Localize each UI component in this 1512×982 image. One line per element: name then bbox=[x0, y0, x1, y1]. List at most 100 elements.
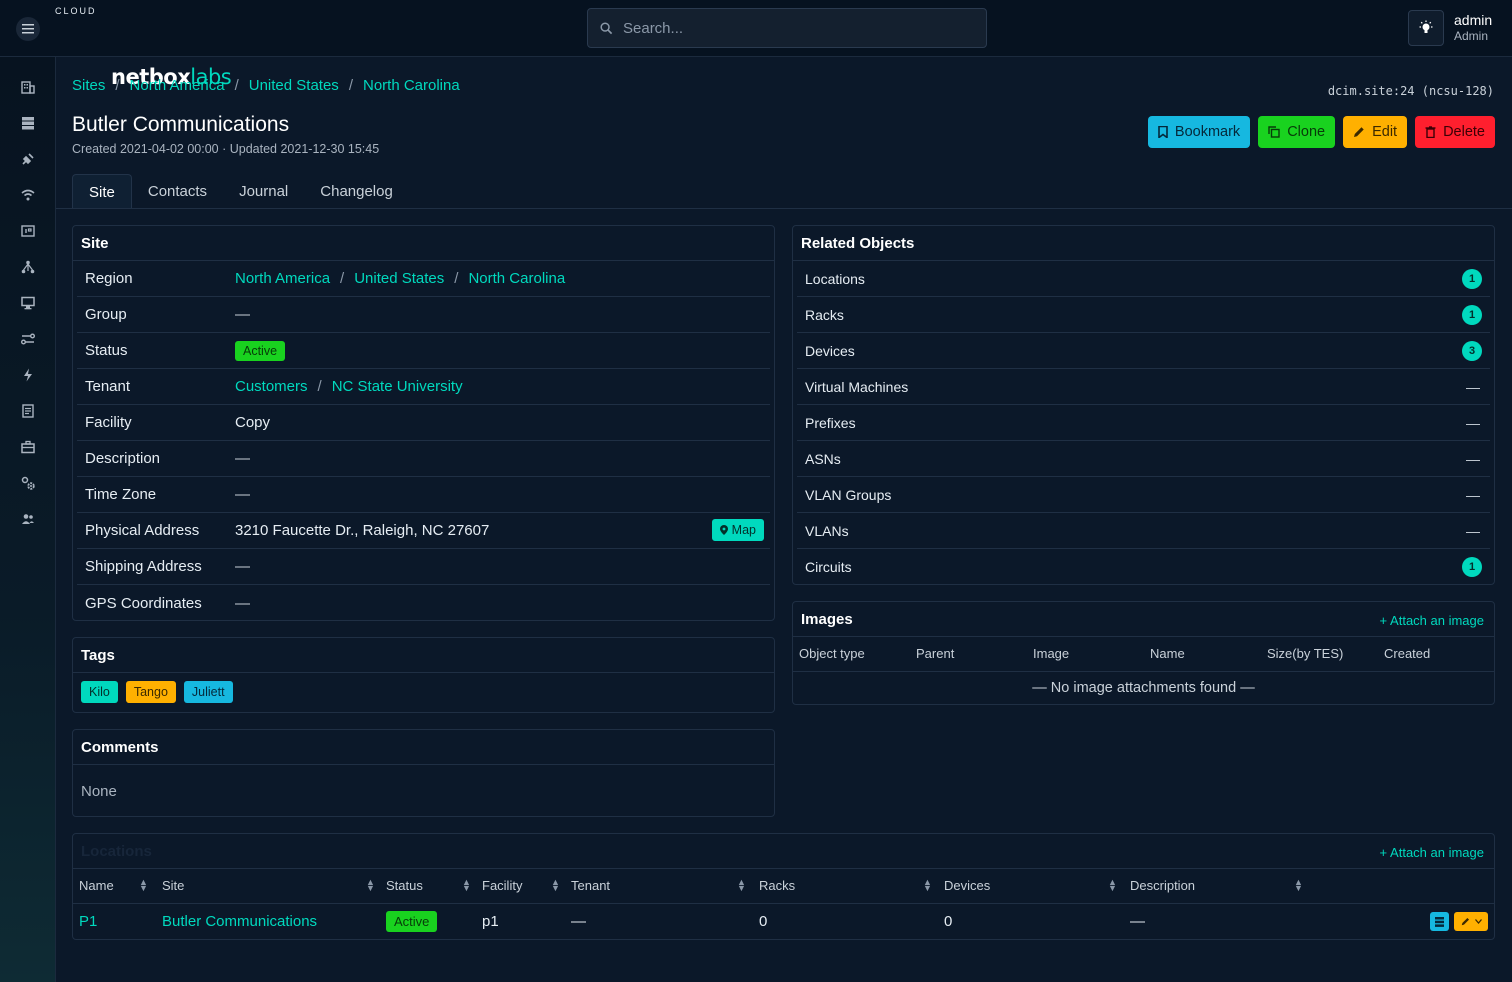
action-buttons: Bookmark Clone Edit Delete bbox=[1147, 116, 1495, 148]
comments-card: Comments None bbox=[72, 729, 775, 817]
breadcrumb-separator: / bbox=[234, 77, 239, 94]
clone-button[interactable]: Clone bbox=[1258, 116, 1336, 148]
briefcase-icon[interactable] bbox=[20, 439, 36, 455]
bookmark-button[interactable]: Bookmark bbox=[1147, 116, 1251, 148]
tag-juliett[interactable]: Juliett bbox=[183, 681, 233, 703]
location-name-link[interactable]: P1 bbox=[79, 913, 98, 931]
wifi-icon[interactable] bbox=[20, 187, 36, 203]
related-row-vlans[interactable]: VLANs — bbox=[797, 513, 1490, 549]
network-icon[interactable] bbox=[20, 259, 36, 275]
related-row-prefixes[interactable]: Prefixes — bbox=[797, 405, 1490, 441]
edit-dropdown-button[interactable] bbox=[1454, 912, 1488, 932]
related-row-virtual-machines[interactable]: Virtual Machines — bbox=[797, 369, 1490, 405]
count-badge: 1 bbox=[1462, 557, 1482, 577]
related-row-asns[interactable]: ASNs — bbox=[797, 441, 1490, 477]
col-racks[interactable]: Racks ▲ ▼ bbox=[753, 869, 938, 904]
count-empty: — bbox=[1466, 486, 1480, 503]
tenant-link[interactable]: NC State University bbox=[331, 378, 463, 395]
attach-image-link[interactable]: + Attach an image bbox=[1380, 613, 1484, 628]
tag-kilo[interactable]: Kilo bbox=[81, 681, 118, 703]
location-description: — bbox=[1130, 913, 1145, 931]
sort-icon: ▲ ▼ bbox=[366, 877, 375, 893]
user-menu[interactable]: admin Admin bbox=[1454, 12, 1492, 43]
plug-icon[interactable] bbox=[20, 151, 36, 167]
monitor-icon[interactable] bbox=[20, 295, 36, 311]
attr-label: GPS Coordinates bbox=[85, 594, 202, 612]
main-content: Sites / North America / United States / … bbox=[56, 57, 1512, 982]
tab-contacts[interactable]: Contacts bbox=[147, 183, 208, 200]
power-icon[interactable] bbox=[20, 367, 36, 383]
attr-label: Facility bbox=[85, 414, 132, 431]
breadcrumb-north-carolina[interactable]: North Carolina bbox=[362, 77, 460, 94]
col-tenant[interactable]: Tenant ▲ ▼ bbox=[565, 869, 753, 904]
location-site-link[interactable]: Butler Communications bbox=[162, 913, 318, 931]
sort-icon: ▲ ▼ bbox=[737, 877, 746, 893]
breadcrumb-united-states[interactable]: United States bbox=[248, 77, 339, 94]
col-status[interactable]: Status ▲ ▼ bbox=[380, 869, 476, 904]
circuit-icon[interactable] bbox=[20, 331, 36, 347]
related-row-vlan-groups[interactable]: VLAN Groups — bbox=[797, 477, 1490, 513]
attr-gps-coordinates: GPS Coordinates — bbox=[77, 585, 770, 621]
object-identifier: dcim.site:24 (ncsu-128) bbox=[1327, 84, 1494, 98]
building-icon[interactable] bbox=[20, 79, 36, 95]
tab-site[interactable]: Site bbox=[72, 174, 132, 209]
netbox-logo[interactable]: netboxlabs CLOUD bbox=[55, 6, 232, 89]
attr-shipping-address: Shipping Address — bbox=[77, 549, 770, 585]
count-badge: 1 bbox=[1462, 268, 1482, 289]
related-row-locations[interactable]: Locations 1 bbox=[797, 261, 1490, 297]
tab-divider bbox=[56, 208, 1512, 209]
images-empty-message: — No image attachments found — bbox=[1032, 680, 1255, 697]
comments-card-title: Comments bbox=[73, 730, 774, 765]
tab-changelog[interactable]: Changelog bbox=[320, 183, 393, 200]
count-empty: — bbox=[1466, 414, 1480, 431]
document-icon[interactable] bbox=[20, 403, 36, 419]
breadcrumb-north-america[interactable]: North America bbox=[129, 77, 225, 94]
delete-button[interactable]: Delete bbox=[1415, 116, 1495, 148]
region-link-north-america[interactable]: North America bbox=[235, 270, 331, 287]
users-icon[interactable] bbox=[20, 511, 36, 527]
count-empty: — bbox=[1466, 522, 1480, 539]
search-input[interactable] bbox=[623, 19, 963, 37]
global-search[interactable] bbox=[587, 8, 987, 48]
logo-accent-text: labs bbox=[190, 65, 232, 89]
tenant-group-link[interactable]: Customers bbox=[235, 378, 308, 395]
settings-icon[interactable] bbox=[20, 475, 36, 491]
related-row-racks[interactable]: Racks 1 bbox=[797, 297, 1490, 333]
view-list-button[interactable] bbox=[1430, 912, 1449, 932]
chevron-down-icon bbox=[1474, 919, 1482, 925]
attr-description: Description — bbox=[77, 441, 770, 477]
clone-label: Clone bbox=[1287, 124, 1326, 140]
related-row-devices[interactable]: Devices 3 bbox=[797, 333, 1490, 369]
count-badge: 3 bbox=[1462, 340, 1482, 361]
ip-icon[interactable] bbox=[20, 223, 36, 239]
top-header: netboxlabs CLOUD admin Admin bbox=[0, 0, 1512, 89]
col-name[interactable]: Name ▲ ▼ bbox=[73, 869, 156, 904]
map-label: Map bbox=[731, 523, 756, 537]
trash-icon bbox=[1425, 126, 1436, 138]
col-devices[interactable]: Devices ▲ ▼ bbox=[938, 869, 1124, 904]
server-icon[interactable] bbox=[20, 115, 36, 131]
locations-card: Locations + Attach an image Name ▲ ▼ Site ▲… bbox=[72, 833, 1495, 940]
edit-button[interactable]: Edit bbox=[1343, 116, 1408, 148]
attr-label: Shipping Address bbox=[85, 558, 202, 575]
theme-toggle-button[interactable] bbox=[1408, 10, 1444, 46]
images-table: Object type Parent Image Name Size(by TE… bbox=[793, 637, 1494, 705]
related-row-circuits[interactable]: Circuits 1 bbox=[797, 549, 1490, 585]
related-objects-card: Related Objects Locations 1 Racks 1 Device… bbox=[792, 225, 1495, 585]
col-description[interactable]: Description ▲ ▼ bbox=[1124, 869, 1304, 904]
attr-status: Status Active bbox=[77, 333, 770, 369]
col-facility[interactable]: Facility ▲ ▼ bbox=[476, 869, 565, 904]
col-site[interactable]: Site ▲ ▼ bbox=[156, 869, 380, 904]
images-card-title: Images bbox=[793, 602, 1494, 637]
breadcrumb-sites[interactable]: Sites bbox=[72, 77, 106, 94]
description-value: — bbox=[235, 450, 250, 467]
menu-toggle-button[interactable] bbox=[16, 17, 40, 41]
col-actions bbox=[1304, 869, 1494, 904]
attach-image-label: Attach an image bbox=[1390, 613, 1484, 628]
attach-image-link[interactable]: + Attach an image bbox=[1380, 845, 1484, 860]
region-link-united-states[interactable]: United States bbox=[354, 270, 445, 287]
tab-journal[interactable]: Journal bbox=[239, 183, 289, 200]
tag-tango[interactable]: Tango bbox=[125, 681, 176, 703]
map-button[interactable]: Map bbox=[711, 519, 764, 541]
region-link-north-carolina[interactable]: North Carolina bbox=[468, 270, 566, 287]
